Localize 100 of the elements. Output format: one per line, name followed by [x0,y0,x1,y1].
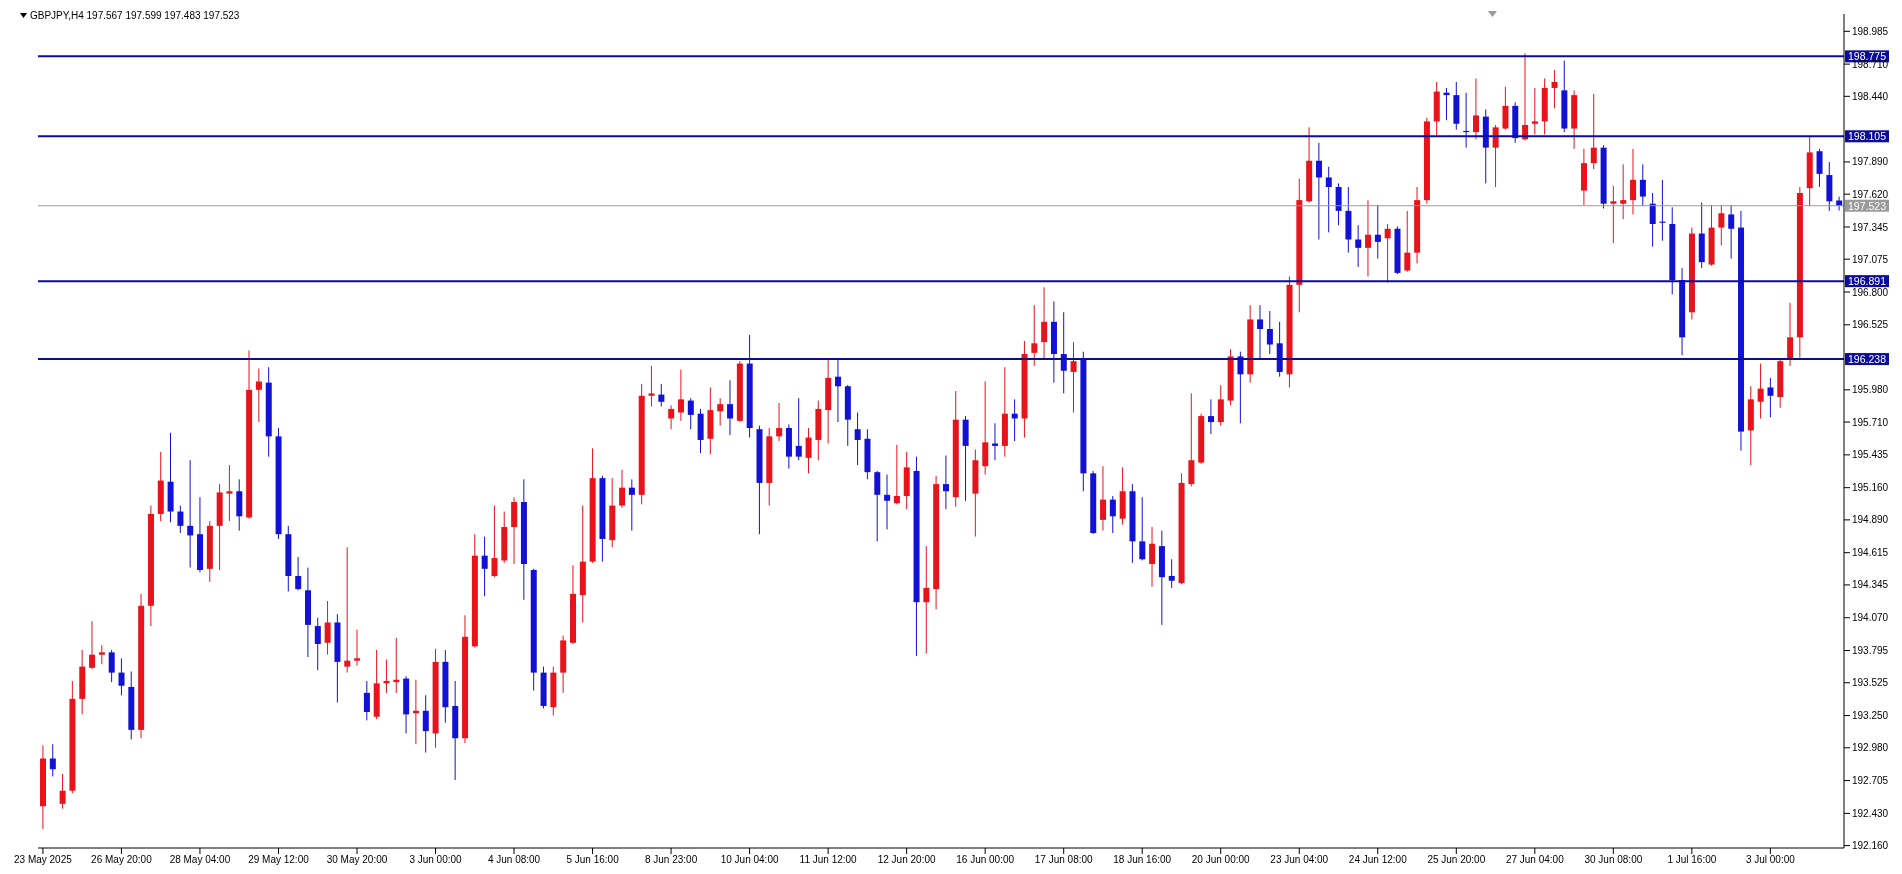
x-tick-label: 1 Jul 16:00 [1667,854,1717,866]
candlestick [491,505,498,578]
candlestick [1502,86,1509,131]
ref-line-label: 197.523 [1848,199,1887,212]
candlestick [1208,398,1215,435]
x-tick-label: 10 Jun 04:00 [720,854,779,866]
y-tick-label: 192.160 [1852,840,1889,852]
ref-line-label: 198.105 [1848,130,1887,143]
x-tick-label: 8 Jun 23:00 [644,854,698,866]
candlestick [118,657,125,696]
candlestick [1188,392,1195,487]
candlestick [619,469,626,509]
candlestick [314,617,321,671]
candlestick [295,556,302,591]
candlestick [1728,204,1735,260]
y-tick-label: 192.705 [1852,775,1889,787]
y-tick-label: 194.345 [1852,579,1889,591]
candlestick [884,474,891,530]
candlestick [344,546,351,674]
candlestick [89,620,96,670]
x-tick-label: 23 Jun 04:00 [1270,854,1329,866]
candlestick [893,444,900,505]
x-tick-label: 24 Jun 12:00 [1348,854,1408,866]
candlestick [943,454,949,510]
y-tick-label: 194.890 [1852,514,1889,526]
candlestick [805,427,812,474]
x-tick-label: 23 May 2025 [13,854,73,866]
chart-title: GBPJPY,H4 197.567 197.599 197.483 197.523 [30,10,240,21]
x-tick-label: 11 Jun 12:00 [799,854,858,866]
candlestick [177,505,184,534]
candlestick [226,464,233,522]
candlestick [49,743,56,777]
candlestick [1031,304,1038,367]
y-tick-label: 193.250 [1852,710,1889,722]
candlestick [982,380,989,476]
candlestick [727,379,734,436]
x-tick-label: 29 May 12:00 [248,854,310,866]
y-tick-label: 193.795 [1852,645,1889,657]
candlestick [1610,185,1617,244]
candlestick [1630,148,1637,215]
x-tick-label: 27 Jun 04:00 [1505,854,1565,866]
candlestick [835,358,842,423]
candlestick [717,397,724,427]
y-tick-label: 194.615 [1852,547,1889,559]
y-tick-label: 195.980 [1852,384,1889,396]
candlestick [59,773,66,810]
x-tick-label: 3 Jul 00:00 [1745,854,1796,866]
candlestick [648,365,655,408]
candlestick [1492,124,1499,188]
x-tick-label: 30 May 20:00 [326,854,388,866]
candlestick [874,470,881,542]
y-tick-label: 197.620 [1852,188,1889,200]
x-tick-label: 17 Jun 08:00 [1034,854,1094,866]
x-tick-label: 3 Jun 00:00 [409,854,463,866]
candlestick [677,369,684,422]
y-tick-label: 192.430 [1852,807,1889,819]
x-tick-label: 30 Jun 08:00 [1584,854,1643,866]
candlestick [422,694,429,754]
candlestick [1168,558,1175,589]
y-tick-label: 197.890 [1852,156,1889,168]
candlestick [481,536,488,597]
y-tick-label: 193.525 [1852,677,1889,689]
candlestick [795,397,802,461]
x-tick-label: 28 May 04:00 [169,854,231,866]
y-tick-label: 196.525 [1852,319,1889,331]
candlestick [668,404,675,430]
candlestick [1217,384,1224,427]
x-tick-label: 26 May 20:00 [91,854,153,866]
x-tick-label: 16 Jun 00:00 [956,854,1015,866]
candlestick [354,629,361,666]
y-tick-label: 195.435 [1852,449,1889,461]
candlestick [1620,163,1627,220]
candlestick [1757,363,1764,419]
candlestick [1384,223,1391,283]
candlestick [1404,210,1411,273]
candlestick [1531,87,1538,136]
candlestick [1355,224,1362,268]
candlestick [1365,199,1372,277]
candlestick [187,459,194,569]
y-tick-label: 197.075 [1852,253,1889,265]
x-tick-label: 5 Jun 16:00 [566,854,620,866]
candlestick [1060,311,1067,394]
candlestick [776,402,783,442]
candlestick [1139,496,1146,561]
candlestick [1816,148,1823,188]
ref-line-label: 196.238 [1848,353,1887,366]
candlestick [1257,304,1264,360]
candlestick [1325,166,1332,233]
candlestick [854,412,861,466]
candlestick [658,383,665,408]
candlestick [1335,182,1342,226]
candlestick [1551,69,1558,109]
candlestick [1718,204,1725,246]
candlestick [1473,77,1480,140]
x-tick-label: 20 Jun 00:00 [1191,854,1251,866]
candlestick [628,478,635,532]
y-tick-label: 198.440 [1852,90,1889,102]
x-tick-label: 25 Jun 20:00 [1427,854,1486,866]
candlestick [1639,163,1646,207]
candlestick [1266,310,1273,355]
